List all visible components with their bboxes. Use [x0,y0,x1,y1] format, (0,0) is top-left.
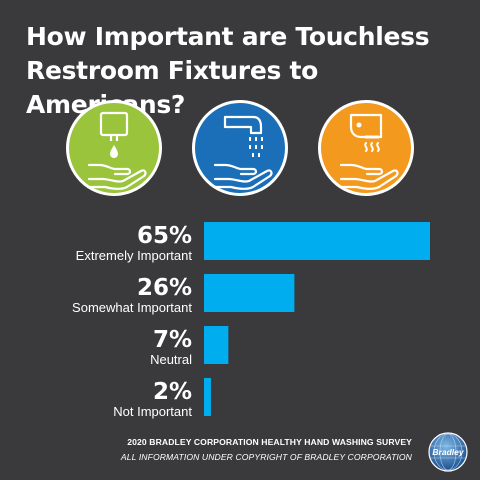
category-label: Not Important [113,404,192,419]
bar-not-important [204,378,211,416]
bar-extremely-important [204,222,430,260]
category-label: Somewhat Important [72,300,192,315]
soap-dispenser-icon [66,100,162,196]
category-label: Neutral [150,352,192,367]
bradley-logo: Bradley [428,432,468,472]
value-label: 26% [137,275,192,301]
hand-dryer-icon [318,100,414,196]
bar-somewhat-important [204,274,295,312]
value-label: 65% [137,223,192,249]
bar-neutral [204,326,229,364]
faucet-icon [192,100,288,196]
value-label: 2% [153,379,192,405]
bradley-logo-text: Bradley [432,447,464,457]
page-title: How Important are Touchless Restroom Fix… [26,22,430,119]
icon-row [0,100,480,200]
importance-bar-chart: 65%Extremely Important 26%Somewhat Import… [72,222,430,419]
category-label: Extremely Important [76,248,193,263]
value-label: 7% [153,327,192,353]
footer-copyright: ALL INFORMATION UNDER COPYRIGHT OF BRADL… [120,452,412,462]
footer-survey-name: 2020 BRADLEY CORPORATION HEALTHY HAND WA… [127,437,412,447]
